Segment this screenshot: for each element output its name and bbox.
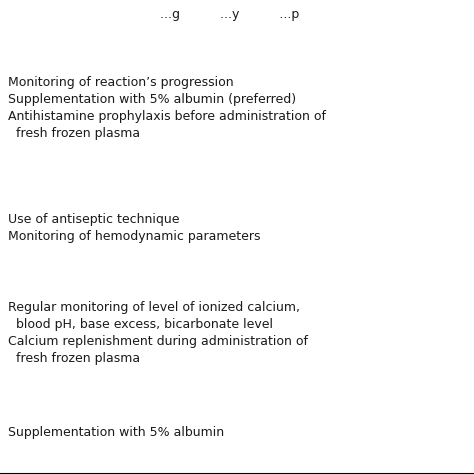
Text: Calcium replenishment during administration of: Calcium replenishment during administrat…	[8, 335, 308, 348]
Text: Monitoring of hemodynamic parameters: Monitoring of hemodynamic parameters	[8, 230, 261, 243]
Text: Supplementation with 5% albumin: Supplementation with 5% albumin	[8, 426, 224, 439]
Text: Supplementation with 5% albumin (preferred): Supplementation with 5% albumin (preferr…	[8, 93, 296, 106]
Text: Use of antiseptic technique: Use of antiseptic technique	[8, 213, 180, 226]
Text: Monitoring of reaction’s progression: Monitoring of reaction’s progression	[8, 76, 234, 89]
Text: fresh frozen plasma: fresh frozen plasma	[8, 352, 140, 365]
Text: ...g          ...y          ...p: ...g ...y ...p	[160, 8, 299, 21]
Text: Regular monitoring of level of ionized calcium,: Regular monitoring of level of ionized c…	[8, 301, 300, 314]
Text: blood pH, base excess, bicarbonate level: blood pH, base excess, bicarbonate level	[8, 318, 273, 331]
Text: fresh frozen plasma: fresh frozen plasma	[8, 127, 140, 140]
Text: Antihistamine prophylaxis before administration of: Antihistamine prophylaxis before adminis…	[8, 110, 326, 123]
